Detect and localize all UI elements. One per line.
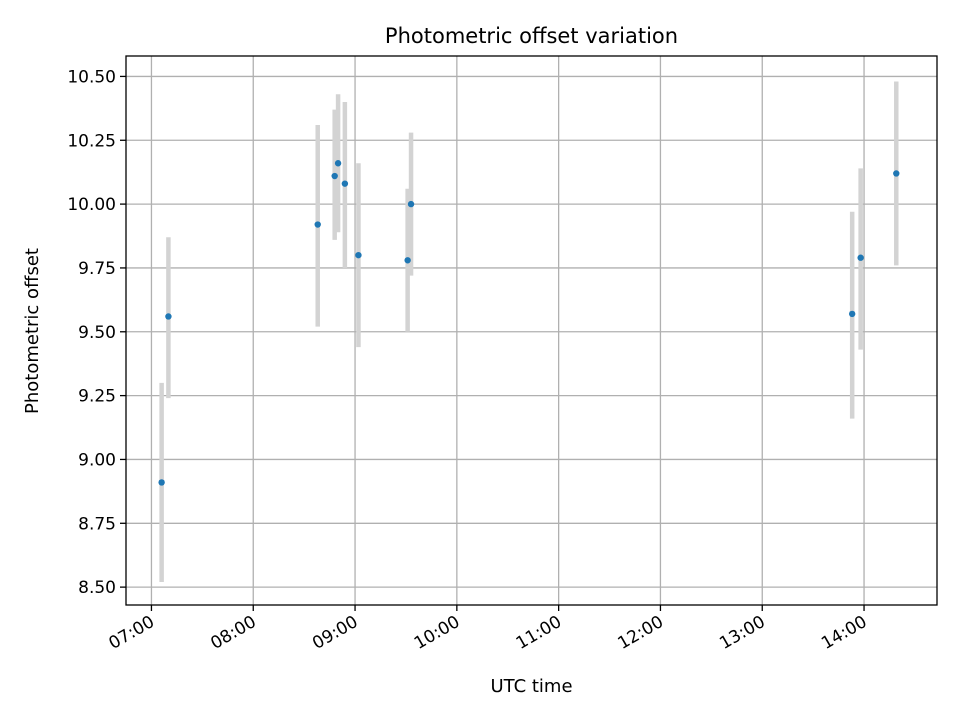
plot-frame [125, 55, 938, 606]
data-point [341, 180, 349, 187]
y-tick-label: 8.50 [78, 578, 116, 598]
data-point [857, 254, 864, 261]
y-tick-label: 9.00 [78, 450, 116, 470]
y-tick-label: 9.25 [78, 387, 116, 407]
y-tick-label: 10.50 [67, 67, 116, 87]
data-point [158, 479, 165, 486]
chart-title: Photometric offset variation [385, 24, 678, 48]
data-point [893, 170, 900, 177]
data-points [158, 160, 900, 486]
x-axis-label: UTC time [490, 676, 572, 697]
grid-lines [126, 56, 937, 605]
data-point [404, 257, 411, 264]
y-tick-label: 9.75 [78, 259, 116, 279]
data-point [331, 172, 338, 180]
y-axis-label: Photometric offset [22, 248, 43, 414]
data-point [314, 221, 321, 228]
y-tick-label: 9.50 [78, 323, 116, 343]
data-point [407, 200, 415, 208]
data-point [334, 160, 342, 167]
y-tick-label: 10.00 [67, 195, 116, 215]
data-point [848, 310, 856, 318]
y-tick-label: 8.75 [78, 514, 116, 534]
y-axis-ticks: 8.50 8.75 9.00 9.25 9.50 9.75 10.00 10.25 10.50 [67, 67, 126, 598]
data-point [355, 251, 362, 259]
data-point [165, 313, 172, 320]
y-tick-label: 10.25 [67, 131, 116, 151]
